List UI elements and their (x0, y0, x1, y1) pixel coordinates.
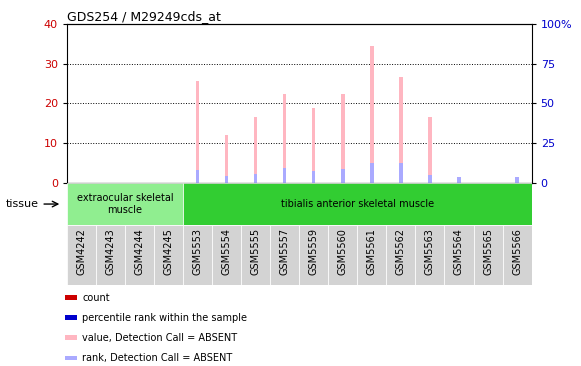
Bar (357, 225, 386, 285)
Text: tibialis anterior skeletal muscle: tibialis anterior skeletal muscle (281, 199, 434, 209)
Text: GSM5553: GSM5553 (192, 228, 203, 275)
Text: GSM4245: GSM4245 (163, 228, 174, 275)
Text: GSM5557: GSM5557 (279, 228, 290, 275)
Bar (65, 355, 77, 361)
Bar (312, 108, 315, 183)
Text: GSM5560: GSM5560 (338, 228, 348, 275)
Bar (196, 81, 199, 183)
Text: GDS254 / M29249cds_at: GDS254 / M29249cds_at (67, 10, 221, 23)
Bar (65, 335, 77, 340)
Bar (428, 175, 432, 183)
Bar (299, 225, 328, 285)
Bar (474, 225, 503, 285)
Bar (457, 177, 461, 183)
Bar (415, 225, 444, 285)
Bar (241, 225, 270, 285)
Text: GSM5561: GSM5561 (367, 228, 377, 275)
Text: GSM5563: GSM5563 (425, 228, 435, 275)
Bar (399, 163, 403, 183)
Bar (212, 225, 241, 285)
Bar (444, 225, 474, 285)
Bar (196, 170, 199, 183)
Bar (386, 225, 415, 285)
Bar (96, 225, 125, 285)
Bar (283, 94, 286, 183)
Bar (428, 117, 432, 183)
Bar (254, 117, 257, 183)
Text: GSM5554: GSM5554 (221, 228, 232, 275)
Bar (225, 176, 228, 183)
Bar (65, 295, 77, 300)
Text: GSM5555: GSM5555 (250, 228, 261, 275)
Bar (370, 163, 374, 183)
Bar (399, 77, 403, 183)
Bar (312, 171, 315, 183)
Text: GSM5564: GSM5564 (454, 228, 464, 275)
Text: percentile rank within the sample: percentile rank within the sample (82, 313, 247, 323)
Bar (270, 225, 299, 285)
Text: GSM4242: GSM4242 (76, 228, 87, 275)
Text: GSM5565: GSM5565 (483, 228, 493, 275)
Bar (125, 225, 154, 285)
Text: tissue: tissue (6, 199, 39, 209)
Text: GSM5566: GSM5566 (512, 228, 522, 275)
Bar (283, 168, 286, 183)
Text: GSM4243: GSM4243 (105, 228, 116, 275)
Bar (225, 135, 228, 183)
Bar (328, 225, 357, 285)
Text: value, Detection Call = ABSENT: value, Detection Call = ABSENT (82, 333, 237, 343)
Bar (254, 174, 257, 183)
Bar (515, 177, 519, 183)
Bar (154, 225, 183, 285)
Bar (67, 225, 96, 285)
Bar (341, 94, 345, 183)
Bar (341, 169, 345, 183)
Bar (183, 225, 212, 285)
Text: count: count (82, 292, 110, 303)
Bar (183, 183, 532, 225)
Text: extraocular skeletal
muscle: extraocular skeletal muscle (77, 193, 173, 215)
Text: rank, Detection Call = ABSENT: rank, Detection Call = ABSENT (82, 353, 232, 363)
Bar (503, 225, 532, 285)
Text: GSM4244: GSM4244 (134, 228, 145, 275)
Text: GSM5562: GSM5562 (396, 228, 406, 275)
Bar (67, 183, 183, 225)
Bar (370, 46, 374, 183)
Bar (65, 315, 77, 320)
Text: GSM5559: GSM5559 (309, 228, 319, 275)
